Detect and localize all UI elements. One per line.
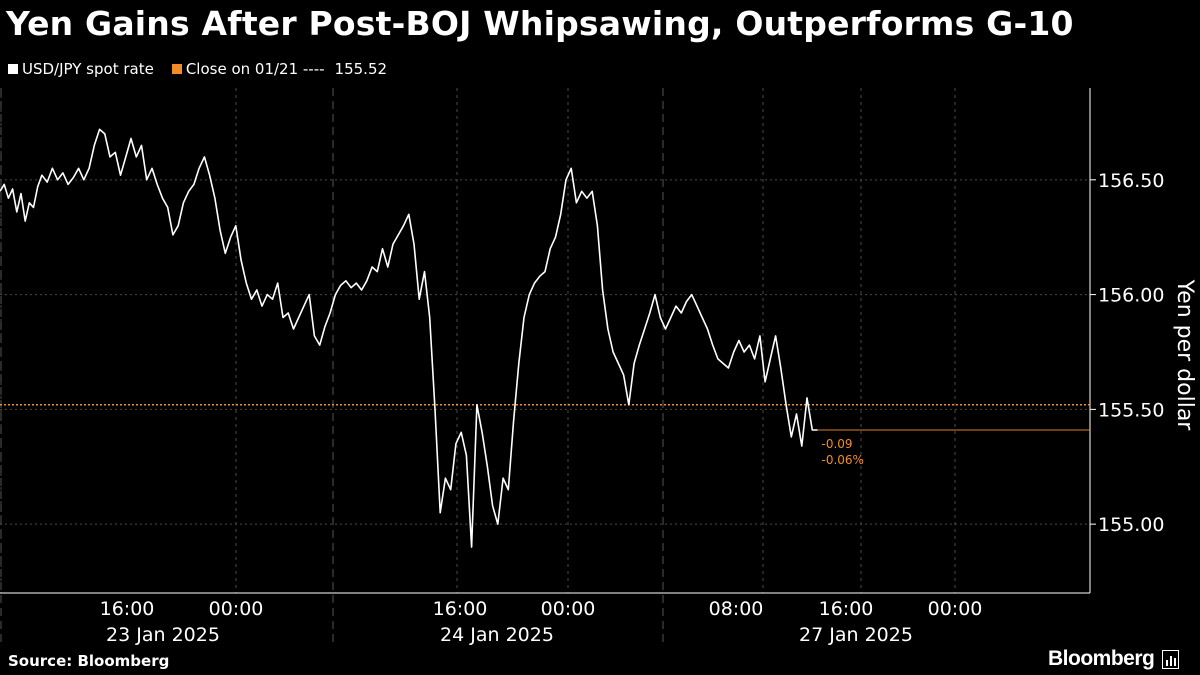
x-date-label-0: 23 Jan 2025 [106,624,220,646]
legend-item-spot: USD/JPY spot rate [8,60,154,78]
ytick-label-1: 155.50 [1098,399,1164,421]
legend-label-spot: USD/JPY spot rate [22,60,154,78]
x-tick-label-4: 08:00 [709,598,764,620]
change-abs-label: -0.09 [822,437,853,451]
source-note: Source: Bloomberg [8,652,170,670]
series-line-usdjpy [0,128,818,548]
chart-title: Yen Gains After Post-BOJ Whipsawing, Out… [6,4,1074,43]
legend-label-close: Close on 01/21 ---- [185,60,325,78]
x-tick-label-6: 00:00 [928,598,983,620]
brand-logo: Bloomberg [1048,647,1180,671]
x-tick-label-3: 00:00 [541,598,596,620]
x-tick-label-0: 16:00 [100,598,155,620]
legend: USD/JPY spot rate Close on 01/21 ---- 15… [8,60,405,78]
legend-swatch-spot [8,64,18,74]
change-pct-label: -0.06% [822,453,864,467]
ytick-label-0: 155.00 [1098,514,1164,536]
x-tick-label-2: 16:00 [433,598,488,620]
y-axis-label: Yen per dollar [1172,279,1197,432]
brand-name: Bloomberg [1048,647,1155,670]
legend-swatch-close [171,64,182,74]
x-tick-label-1: 00:00 [209,598,264,620]
ytick-label-3: 156.50 [1098,170,1164,192]
brand-mark-icon [1162,649,1180,669]
x-tick-label-5: 16:00 [819,598,874,620]
x-date-label-2: 27 Jan 2025 [799,624,913,646]
x-date-label-1: 24 Jan 2025 [440,624,554,646]
legend-close-value: 155.52 [334,60,388,78]
legend-item-close: Close on 01/21 ---- 155.52 [171,60,388,78]
ytick-label-2: 156.00 [1098,285,1164,307]
